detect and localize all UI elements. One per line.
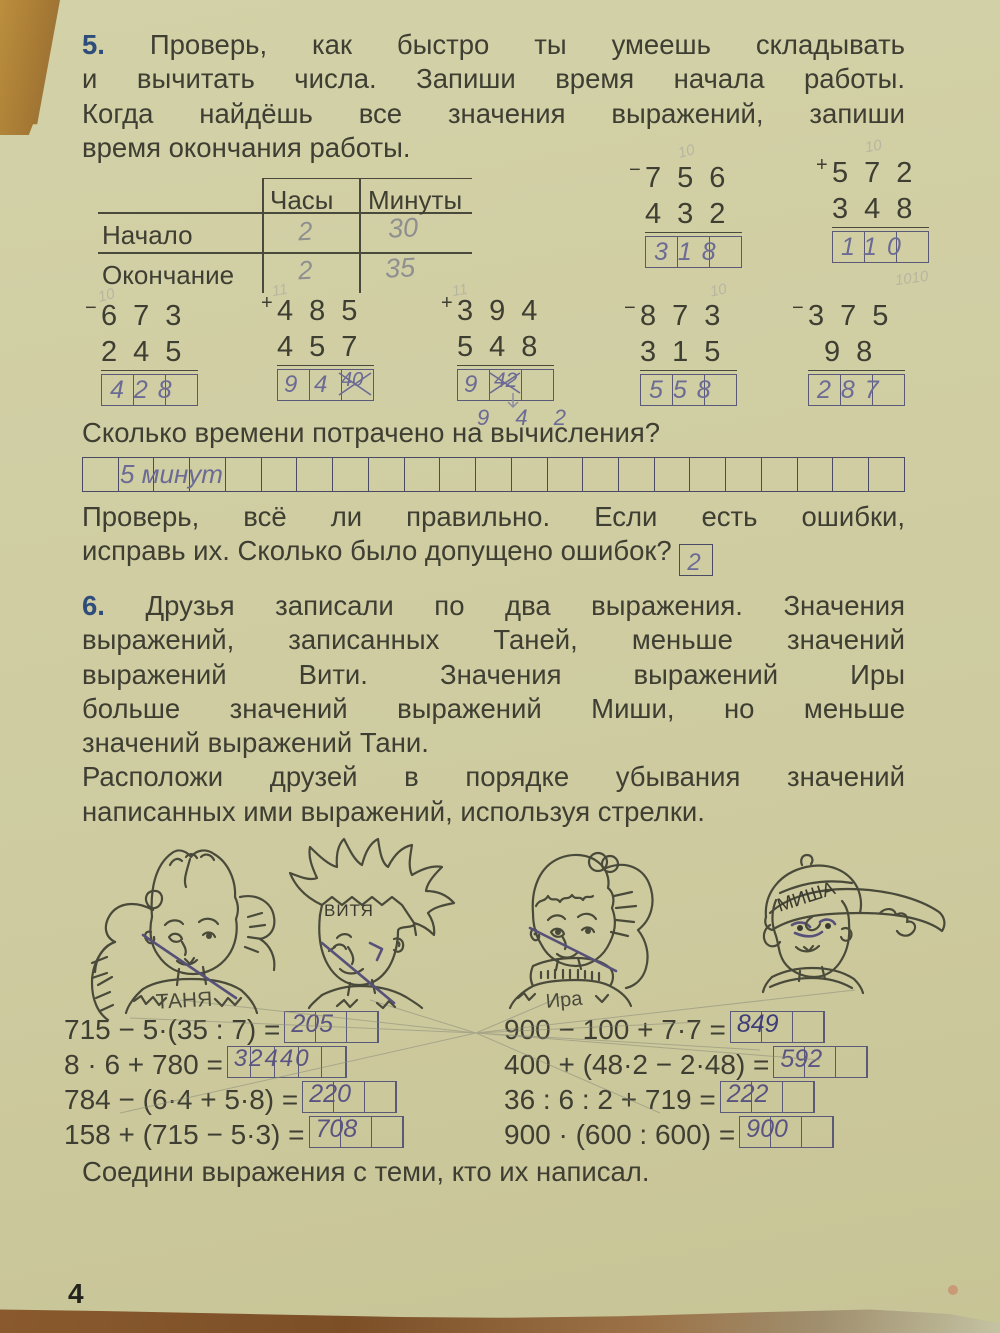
- svg-text:Ира: Ира: [545, 988, 584, 1013]
- svg-text:ТАНЯ: ТАНЯ: [155, 988, 213, 1014]
- svg-text:ВИТЯ: ВИТЯ: [324, 901, 374, 920]
